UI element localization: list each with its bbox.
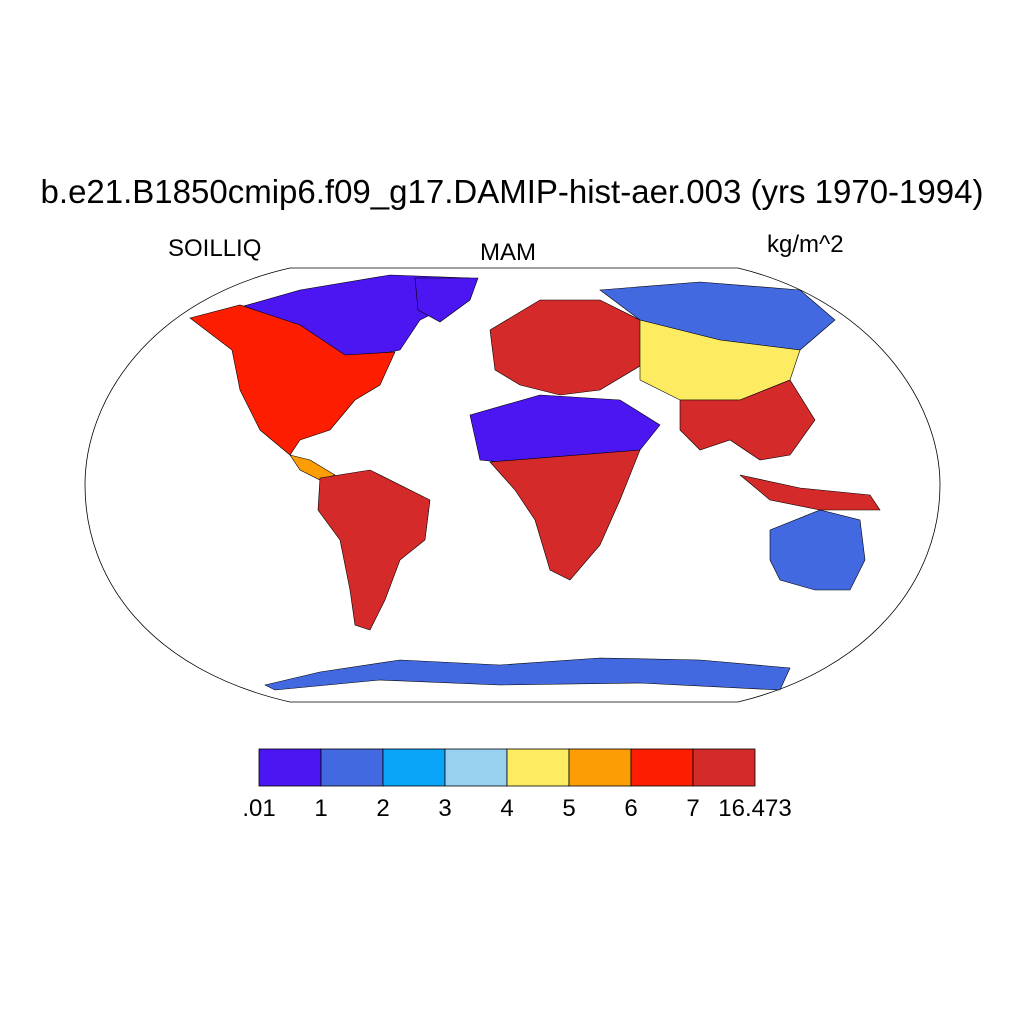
europe: [489, 299, 651, 396]
units-label: kg/m^2: [767, 231, 844, 258]
greenland-coast: [414, 277, 479, 323]
north-america: [189, 304, 396, 456]
colorbar-box: [444, 748, 508, 787]
plot-title: b.e21.B1850cmip6.f09_g17.DAMIP-hist-aer.…: [40, 173, 984, 210]
land-areas: [189, 274, 881, 691]
colorbar-box: [568, 748, 632, 787]
colorbar-tick-label: 16.473: [718, 795, 792, 822]
season-label: MAM: [480, 239, 536, 266]
colorbar-tick-label: .01: [242, 795, 276, 822]
colorbar-box: [382, 748, 446, 787]
colorbar-tick-label: 4: [500, 795, 514, 822]
colorbar-tick-label: 6: [624, 795, 638, 822]
variable-label: SOILLIQ: [168, 235, 262, 262]
indonesia: [739, 474, 881, 511]
central-africa: [489, 449, 641, 581]
antarctica-coast: [264, 657, 791, 691]
colorbar-tick-label: 7: [686, 795, 700, 822]
australia: [769, 509, 866, 591]
colorbar-box: [692, 748, 756, 787]
colorbar-tick-label: 2: [376, 795, 390, 822]
colorbar-tick-label: 3: [438, 795, 452, 822]
colorbar-box: [258, 748, 322, 787]
south-asia: [679, 379, 816, 461]
colorbar-box: [506, 748, 570, 787]
colorbar-box: [320, 748, 384, 787]
colorbar-tick-label: 1: [314, 795, 328, 822]
colorbar-box: [630, 748, 694, 787]
colorbar-tick-label: 5: [562, 795, 576, 822]
south-america: [317, 469, 431, 631]
